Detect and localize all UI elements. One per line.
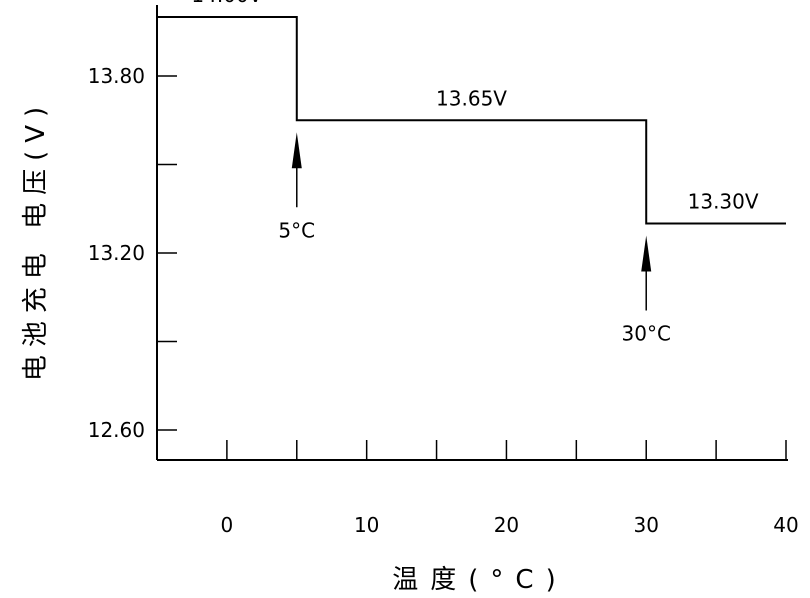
annotation-arrow-head [641,235,652,272]
segment-label: 13.30V [688,190,759,214]
axes [156,5,788,461]
annotation-label: 30°C [622,322,671,346]
y-tick-label: 13.80 [88,64,145,88]
annotation-arrow-head [291,132,302,169]
y-tick-label: 13.20 [88,241,145,265]
x-axis-title: 温度(°C) [392,565,567,595]
x-tick-label: 20 [494,513,519,537]
x-tick-label: 0 [221,513,234,537]
series-line-0 [157,16,786,225]
chart-marks [157,16,786,311]
annotation-label: 5°C [278,218,315,242]
y-tick-label: 12.60 [88,418,145,442]
segment-label: 14.00V [191,0,262,7]
segment-label: 13.65V [436,86,507,110]
chart-labels: 0 10 20 30 40 12.60 13.20 13.80 14.00V 13.65V 13.3… [21,0,799,595]
x-tick-label: 10 [354,513,379,537]
x-tick-label: 30 [633,513,658,537]
x-tick-label: 40 [773,513,798,537]
y-axis-title: 电池充电 电压(V) [21,99,51,381]
